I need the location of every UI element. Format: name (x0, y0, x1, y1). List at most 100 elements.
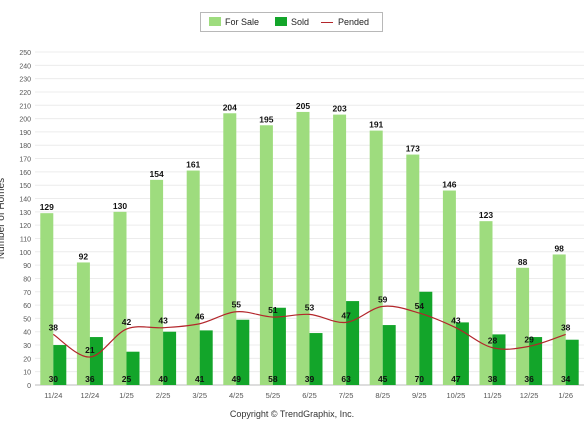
y-tick-label: 110 (20, 236, 31, 243)
legend-label-for-sale: For Sale (225, 17, 260, 27)
data-label-sold: 58 (268, 374, 278, 384)
x-tick-label: 12/24 (81, 391, 100, 400)
data-label-sold: 39 (305, 374, 315, 384)
chart-legend: For Sale Sold Pended (200, 12, 383, 32)
data-label-pended: 43 (158, 316, 168, 326)
y-tick-label: 230 (19, 77, 31, 84)
x-tick-label: 4/25 (229, 391, 244, 400)
data-label-sold: 36 (524, 374, 534, 384)
bar-sold (455, 322, 469, 385)
data-label-pended: 28 (488, 336, 498, 346)
data-label-pended: 46 (195, 312, 205, 322)
data-label-for-sale: 173 (406, 144, 420, 154)
y-tick-label: 30 (23, 343, 31, 350)
bar-for-sale (259, 125, 273, 385)
data-label-sold: 34 (561, 374, 571, 384)
data-label-for-sale: 88 (518, 257, 528, 267)
y-tick-label: 60 (23, 303, 31, 310)
data-label-for-sale: 92 (79, 251, 89, 261)
data-label-sold: 30 (49, 374, 59, 384)
y-tick-label: 240 (19, 63, 31, 70)
x-tick-label: 7/25 (339, 391, 354, 400)
y-tick-label: 40 (23, 330, 31, 337)
data-label-sold: 25 (122, 374, 132, 384)
bar-for-sale (113, 211, 127, 385)
bar-sold (89, 337, 103, 385)
data-label-pended: 21 (85, 345, 95, 355)
bar-for-sale (296, 111, 310, 385)
bar-sold (272, 307, 286, 385)
data-label-for-sale: 205 (296, 101, 310, 111)
bar-sold (53, 345, 67, 385)
data-label-sold: 47 (451, 374, 461, 384)
data-label-sold: 40 (158, 374, 168, 384)
y-tick-label: 90 (23, 263, 31, 270)
x-tick-label: 12/25 (520, 391, 539, 400)
data-label-pended: 54 (415, 301, 425, 311)
x-tick-label: 6/25 (302, 391, 317, 400)
bar-for-sale (150, 179, 164, 385)
data-label-sold: 49 (232, 374, 242, 384)
y-tick-label: 180 (19, 143, 31, 150)
bar-sold (126, 351, 140, 385)
bar-sold (199, 330, 213, 385)
bar-sold (419, 291, 433, 385)
data-label-pended: 59 (378, 294, 388, 304)
data-label-sold: 38 (488, 374, 498, 384)
data-label-pended: 47 (341, 310, 351, 320)
data-label-for-sale: 195 (259, 114, 273, 124)
data-label-for-sale: 154 (150, 169, 164, 179)
data-label-pended: 51 (268, 305, 278, 315)
bar-sold (492, 334, 506, 385)
y-tick-label: 200 (19, 117, 31, 124)
bar-for-sale (186, 170, 200, 385)
data-label-for-sale: 204 (223, 102, 237, 112)
data-label-sold: 70 (415, 374, 425, 384)
x-tick-label: 8/25 (375, 391, 390, 400)
data-label-for-sale: 123 (479, 210, 493, 220)
y-tick-label: 170 (19, 157, 31, 164)
bar-for-sale (223, 113, 237, 385)
data-label-pended: 55 (232, 300, 242, 310)
data-label-for-sale: 203 (333, 104, 347, 114)
legend-swatch-pended (321, 22, 333, 23)
y-tick-label: 100 (19, 250, 31, 257)
y-tick-label: 130 (19, 210, 31, 217)
data-label-pended: 42 (122, 317, 132, 327)
data-label-for-sale: 130 (113, 201, 127, 211)
data-label-sold: 45 (378, 374, 388, 384)
bar-for-sale (333, 114, 347, 385)
y-tick-label: 190 (19, 130, 31, 137)
bar-for-sale (40, 213, 54, 385)
x-tick-label: 10/25 (447, 391, 466, 400)
y-tick-label: 150 (19, 183, 31, 190)
bar-sold (529, 337, 543, 385)
y-tick-label: 140 (19, 197, 31, 204)
data-label-for-sale: 146 (442, 180, 456, 190)
data-label-sold: 36 (85, 374, 95, 384)
y-tick-label: 120 (19, 223, 31, 230)
x-tick-label: 1/25 (119, 391, 134, 400)
data-label-pended: 43 (451, 316, 461, 326)
data-label-sold: 41 (195, 374, 205, 384)
y-tick-label: 250 (19, 50, 31, 57)
x-tick-label: 5/25 (266, 391, 281, 400)
x-tick-label: 9/25 (412, 391, 427, 400)
bar-sold (309, 333, 323, 385)
copyright-footer: Copyright © TrendGraphix, Inc. (229, 409, 355, 419)
x-tick-label: 3/25 (192, 391, 207, 400)
bar-for-sale (479, 221, 493, 385)
y-tick-label: 210 (19, 103, 31, 110)
data-label-for-sale: 129 (40, 202, 54, 212)
data-label-for-sale: 161 (186, 160, 200, 170)
x-tick-label: 11/25 (483, 391, 501, 400)
bar-for-sale (406, 154, 420, 385)
y-tick-label: 220 (19, 90, 31, 97)
y-tick-label: 80 (23, 276, 31, 283)
pended-line (52, 305, 566, 358)
bar-sold (382, 325, 396, 385)
data-label-sold: 63 (341, 374, 351, 384)
x-tick-label: 11/24 (44, 391, 62, 400)
y-tick-label: 20 (23, 356, 31, 363)
